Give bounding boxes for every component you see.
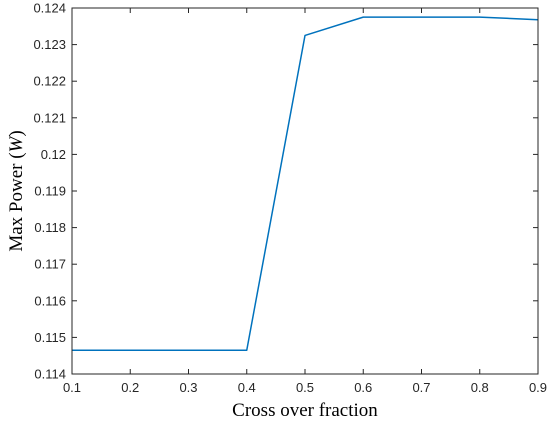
y-tick-label: 0.117 bbox=[34, 257, 66, 272]
x-tick-label: 0.8 bbox=[471, 380, 489, 395]
plot-frame bbox=[71, 7, 539, 375]
x-tick-label: 0.6 bbox=[354, 380, 372, 395]
plot-area bbox=[72, 8, 538, 374]
ticks-layer: 0.1 0.2 0.3 0.4 0.5 0.6 0.7 0.8 0.9 0.114 0.115 0.1… bbox=[33, 1, 547, 396]
y-tick-label: 0.115 bbox=[34, 330, 66, 345]
series-line bbox=[72, 16, 539, 351]
x-tick-label: 0.3 bbox=[179, 380, 197, 395]
y-tick-label: 0.118 bbox=[34, 220, 66, 235]
y-tick-label: 0.123 bbox=[33, 37, 66, 52]
y-tick-label: 0.12 bbox=[41, 147, 66, 162]
y-axis-title-prefix: Max Power ( bbox=[6, 152, 27, 251]
x-axis-title: Cross over fraction bbox=[232, 400, 378, 421]
y-tick-label: 0.124 bbox=[33, 1, 66, 16]
x-tick-label: 0.7 bbox=[412, 380, 430, 395]
y-axis-title: Max Power (W) bbox=[6, 130, 27, 251]
y-tick-label: 0.119 bbox=[34, 184, 66, 199]
x-tick-label: 0.4 bbox=[238, 380, 256, 395]
y-tick-label: 0.116 bbox=[34, 293, 66, 308]
x-tick-label: 0.9 bbox=[529, 380, 547, 395]
y-tick-label: 0.121 bbox=[33, 110, 66, 125]
series-layer bbox=[72, 16, 539, 351]
y-axis-title-suffix: ) bbox=[6, 130, 27, 136]
x-tick-label: 0.5 bbox=[296, 380, 314, 395]
y-axis-title-unit: W bbox=[6, 134, 27, 152]
y-tick-label: 0.114 bbox=[34, 367, 66, 382]
x-tick-label: 0.2 bbox=[121, 380, 139, 395]
x-tick-label: 0.1 bbox=[63, 380, 81, 395]
y-tick-label: 0.122 bbox=[33, 74, 66, 89]
